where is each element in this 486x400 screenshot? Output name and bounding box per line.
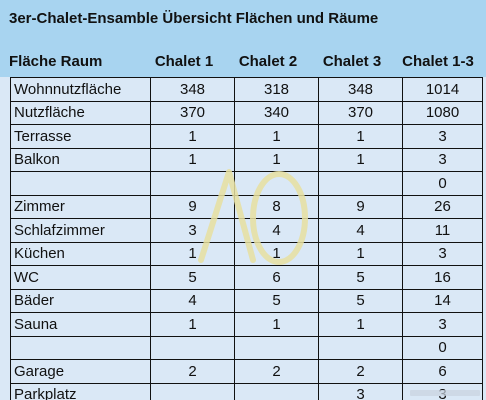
cell-chalet-1 <box>150 171 235 196</box>
cell-chalet-2 <box>234 382 319 400</box>
table-row: Schlafzimmer 3 4 4 11 <box>10 218 483 243</box>
cell-chalet-2: 8 <box>234 194 319 219</box>
cell-chalet-3: 1 <box>318 312 403 337</box>
table-row: 0 <box>10 171 483 196</box>
table-row: WC 5 6 5 16 <box>10 265 483 290</box>
cell-chalet-3: 4 <box>318 218 403 243</box>
cell-chalet-1: 1 <box>150 241 235 266</box>
cell-chalet-1-3: 3 <box>402 124 483 149</box>
cell-label: Balkon <box>10 147 151 172</box>
cell-chalet-1-3: 6 <box>402 359 483 384</box>
cell-chalet-1 <box>150 382 235 400</box>
cell-chalet-2: 6 <box>234 265 319 290</box>
cell-label: Wohnnutzfläche <box>10 77 151 102</box>
cell-chalet-1-3: 3 <box>402 312 483 337</box>
cell-chalet-1: 348 <box>150 77 235 102</box>
cell-label: Zimmer <box>10 194 151 219</box>
table-row: Bäder 4 5 5 14 <box>10 288 483 313</box>
table-row: Sauna 1 1 1 3 <box>10 312 483 337</box>
cell-chalet-2 <box>234 171 319 196</box>
cell-label: Terrasse <box>10 124 151 149</box>
cell-chalet-1: 4 <box>150 288 235 313</box>
cell-chalet-3: 5 <box>318 265 403 290</box>
cell-chalet-3 <box>318 171 403 196</box>
cell-chalet-2 <box>234 335 319 360</box>
header-chalet-1-3: Chalet 1-3 <box>402 53 474 70</box>
table-row: 0 <box>10 335 483 360</box>
cell-chalet-1: 9 <box>150 194 235 219</box>
cell-chalet-1-3: 3 <box>402 241 483 266</box>
table-row: Küchen 1 1 1 3 <box>10 241 483 266</box>
cell-chalet-3 <box>318 335 403 360</box>
cell-label: Schlafzimmer <box>10 218 151 243</box>
header-row: Fläche Raum Chalet 1 Chalet 2 Chalet 3 C… <box>0 44 486 77</box>
cell-chalet-1-3: 3 <box>402 382 483 400</box>
cell-chalet-3: 348 <box>318 77 403 102</box>
cell-chalet-2: 318 <box>234 77 319 102</box>
cell-label <box>10 171 151 196</box>
cell-label: Küchen <box>10 241 151 266</box>
cell-chalet-3: 1 <box>318 124 403 149</box>
cell-chalet-2: 4 <box>234 218 319 243</box>
table-row: Terrasse 1 1 1 3 <box>10 124 483 149</box>
cell-chalet-2: 1 <box>234 147 319 172</box>
table-row: Zimmer 9 8 9 26 <box>10 194 483 219</box>
cell-chalet-3: 3 <box>318 382 403 400</box>
cell-chalet-1: 3 <box>150 218 235 243</box>
cell-chalet-1: 2 <box>150 359 235 384</box>
cell-chalet-3: 370 <box>318 100 403 125</box>
header-chalet-3: Chalet 3 <box>322 53 382 70</box>
cell-chalet-2: 1 <box>234 312 319 337</box>
cell-chalet-1-3: 3 <box>402 147 483 172</box>
cell-chalet-3: 1 <box>318 241 403 266</box>
cell-chalet-2: 1 <box>234 124 319 149</box>
cell-chalet-3: 2 <box>318 359 403 384</box>
table-row: Nutzfläche 370 340 370 1080 <box>10 100 483 125</box>
cell-label: Sauna <box>10 312 151 337</box>
cell-chalet-1: 5 <box>150 265 235 290</box>
cell-chalet-1-3: 14 <box>402 288 483 313</box>
table-title: 3er-Chalet-Ensamble Übersicht Flächen un… <box>0 0 486 44</box>
cell-chalet-1: 370 <box>150 100 235 125</box>
cell-chalet-1: 1 <box>150 312 235 337</box>
cell-chalet-3: 5 <box>318 288 403 313</box>
cell-label: WC <box>10 265 151 290</box>
cell-label: Bäder <box>10 288 151 313</box>
cell-chalet-1-3: 26 <box>402 194 483 219</box>
cell-chalet-1-3: 0 <box>402 335 483 360</box>
cell-chalet-1: 1 <box>150 147 235 172</box>
cell-chalet-2: 5 <box>234 288 319 313</box>
table-row: Parkplatz 3 3 <box>10 382 483 400</box>
cell-chalet-2: 1 <box>234 241 319 266</box>
cell-label: Nutzfläche <box>10 100 151 125</box>
cell-chalet-1-3: 11 <box>402 218 483 243</box>
cell-chalet-1-3: 1014 <box>402 77 483 102</box>
header-flaeche-raum: Fläche Raum <box>9 53 103 70</box>
data-table: Wohnnutzfläche 348 318 348 1014 Nutzfläche 370… <box>10 77 483 400</box>
cell-chalet-1-3: 16 <box>402 265 483 290</box>
cell-chalet-3: 1 <box>318 147 403 172</box>
cell-label: Parkplatz <box>10 382 151 400</box>
cell-chalet-3: 9 <box>318 194 403 219</box>
cell-chalet-1-3: 0 <box>402 171 483 196</box>
cell-label: Garage <box>10 359 151 384</box>
cell-chalet-1 <box>150 335 235 360</box>
cell-label <box>10 335 151 360</box>
cell-chalet-2: 2 <box>234 359 319 384</box>
table-row: Balkon 1 1 1 3 <box>10 147 483 172</box>
table-row: Wohnnutzfläche 348 318 348 1014 <box>10 77 483 102</box>
header-chalet-1: Chalet 1 <box>154 53 214 70</box>
table-row: Garage 2 2 2 6 <box>10 359 483 384</box>
cell-chalet-2: 340 <box>234 100 319 125</box>
cell-chalet-1: 1 <box>150 124 235 149</box>
cell-chalet-1-3: 1080 <box>402 100 483 125</box>
header-chalet-2: Chalet 2 <box>238 53 298 70</box>
